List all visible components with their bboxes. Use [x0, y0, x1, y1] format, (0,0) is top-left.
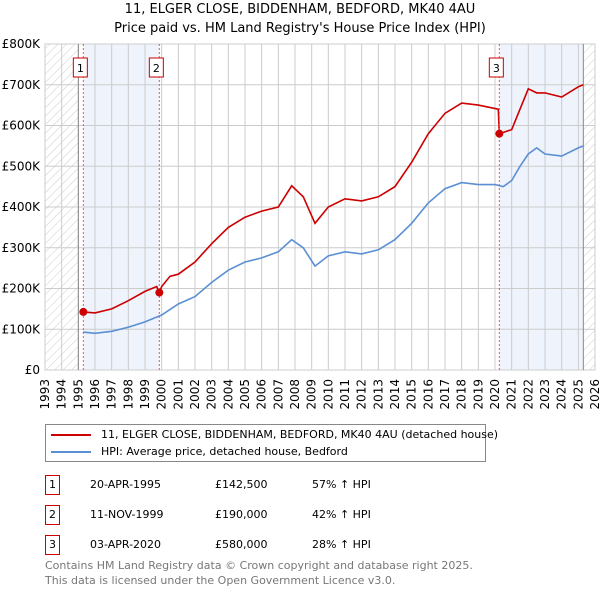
transaction-row: 1 20-APR-1995 £142,500 57% ↑ HPI	[45, 475, 445, 495]
x-tick-label: 2019	[471, 379, 485, 410]
sale-label-box	[72, 57, 88, 78]
sale-point	[155, 288, 164, 297]
x-tick-label: 2006	[255, 379, 269, 410]
x-tick-label: 2022	[521, 379, 535, 410]
y-tick-label: £200K	[2, 282, 42, 296]
y-tick-label: £0	[25, 363, 40, 377]
x-tick-label: 2020	[488, 379, 502, 410]
transaction-date: 20-APR-1995	[90, 478, 162, 491]
x-tick-label: 1998	[121, 379, 135, 410]
x-tick-label: 2025	[571, 379, 585, 410]
x-tick-label: 1999	[138, 379, 152, 410]
x-tick-label: 2001	[171, 379, 185, 410]
legend-label-property: 11, ELGER CLOSE, BIDDENHAM, BEDFORD, MK4…	[101, 428, 499, 441]
transaction-number: 1	[45, 475, 60, 495]
y-tick-label: £600K	[2, 119, 42, 133]
transaction-hpi: 42% ↑ HPI	[312, 508, 371, 521]
legend: 11, ELGER CLOSE, BIDDENHAM, BEDFORD, MK4…	[45, 424, 498, 462]
chart-title: 11, ELGER CLOSE, BIDDENHAM, BEDFORD, MK4…	[124, 2, 476, 17]
x-tick-label: 2003	[205, 379, 219, 410]
transaction-price: £142,500	[215, 478, 268, 491]
x-tick-label: 2026	[588, 379, 600, 410]
sale-label: 2	[153, 62, 160, 75]
x-tick-label: 2013	[371, 379, 385, 410]
transaction-number: 2	[45, 505, 60, 525]
sale-label-box	[148, 57, 164, 78]
legend-item-property: 11, ELGER CLOSE, BIDDENHAM, BEDFORD, MK4…	[51, 427, 498, 443]
y-tick-label: £100K	[2, 322, 42, 336]
x-tick-label: 2014	[388, 379, 402, 410]
legend-item-hpi: HPI: Average price, detached house, Bedf…	[51, 444, 348, 460]
legend-line-hpi	[51, 451, 91, 453]
x-tick-label: 2005	[238, 379, 252, 410]
x-tick-label: 2004	[221, 379, 235, 410]
x-tick-label: 2023	[538, 379, 552, 410]
x-tick-label: 2018	[455, 379, 469, 410]
sale-label: 3	[493, 62, 500, 75]
legend-label-hpi: HPI: Average price, detached house, Bedf…	[101, 445, 348, 458]
y-tick-label: £700K	[2, 78, 42, 92]
x-tick-label: 2009	[305, 379, 319, 410]
x-tick-label: 1995	[71, 379, 85, 410]
x-tick-label: 2017	[438, 379, 452, 410]
x-tick-label: 1994	[55, 379, 69, 410]
x-tick-label: 2000	[155, 379, 169, 410]
transaction-hpi: 57% ↑ HPI	[312, 478, 371, 491]
sale-label: 1	[77, 62, 84, 75]
x-tick-label: 2012	[355, 379, 369, 410]
footer-licence: This data is licensed under the Open Gov…	[45, 574, 396, 587]
sale-point	[495, 129, 504, 138]
transaction-hpi: 28% ↑ HPI	[312, 538, 371, 551]
hpi-line	[83, 145, 584, 335]
legend-line-property	[51, 434, 91, 436]
x-tick-label: 2007	[271, 379, 285, 410]
chart-subtitle: Price paid vs. HM Land Registry's House …	[114, 21, 486, 36]
x-tick-label: 1993	[38, 379, 52, 410]
transaction-price: £580,000	[215, 538, 268, 551]
x-tick-label: 2024	[555, 379, 569, 410]
x-tick-label: 2015	[405, 379, 419, 410]
price-chart: £0 £100K £200K £300K £400K £500K £600K £700K £80…	[2, 37, 600, 410]
transaction-number: 3	[45, 535, 60, 555]
y-tick-label: £500K	[2, 159, 42, 173]
sale-label-box	[488, 57, 504, 78]
x-tick-label: 2008	[288, 379, 302, 410]
transaction-date: 11-NOV-1999	[90, 508, 164, 521]
x-tick-label: 2010	[321, 379, 335, 410]
x-tick-label: 2002	[188, 379, 202, 410]
footer-copyright: Contains HM Land Registry data © Crown c…	[45, 559, 473, 572]
transaction-price: £190,000	[215, 508, 268, 521]
y-tick-label: £800K	[2, 37, 42, 51]
y-tick-label: £300K	[2, 241, 42, 255]
transaction-row: 2 11-NOV-1999 £190,000 42% ↑ HPI	[45, 505, 445, 525]
plot-border	[44, 43, 596, 371]
x-tick-label: 2021	[505, 379, 519, 410]
x-tick-label: 1996	[88, 379, 102, 410]
sale-point	[79, 307, 88, 316]
x-tick-label: 1997	[105, 379, 119, 410]
x-tick-label: 2016	[421, 379, 435, 410]
transaction-row: 3 03-APR-2020 £580,000 28% ↑ HPI	[45, 535, 445, 555]
transaction-date: 03-APR-2020	[90, 538, 162, 551]
y-tick-label: £400K	[2, 200, 42, 214]
x-tick-label: 2011	[338, 379, 352, 410]
